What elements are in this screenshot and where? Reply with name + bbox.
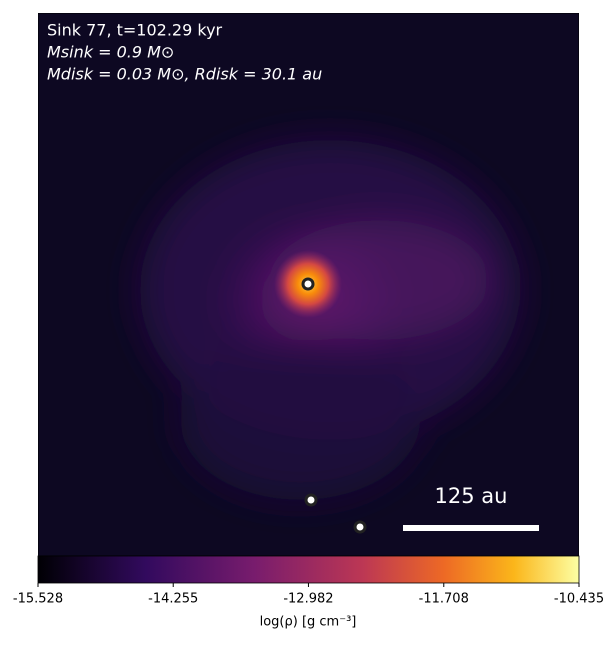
tick-label: -11.708: [419, 592, 469, 607]
colorbar: [37, 555, 580, 584]
scale-label: 125 au: [435, 484, 508, 508]
sink: [304, 493, 318, 507]
tick-label: -14.255: [148, 592, 198, 607]
annotation: Msink = 0.9 M⊙: [47, 43, 174, 62]
tick-label: -10.435: [554, 592, 604, 607]
sink: [353, 520, 367, 534]
annotation: Mdisk = 0.03 M⊙, Rdisk = 30.1 au: [47, 65, 322, 84]
annotation: Sink 77, t=102.29 kyr: [47, 21, 223, 40]
tick-label: -15.528: [13, 592, 63, 607]
tick-label: -12.982: [283, 592, 333, 607]
density-image: [38, 13, 579, 556]
sinks: [301, 277, 367, 534]
sink: [301, 277, 315, 291]
colorbar-label: log(ρ) [g cm⁻³]: [260, 615, 357, 630]
